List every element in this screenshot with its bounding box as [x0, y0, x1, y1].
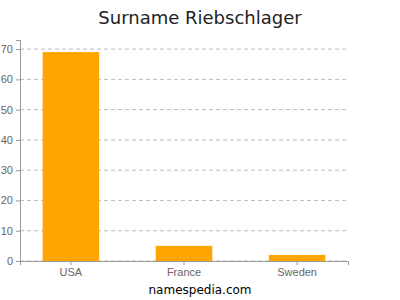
title: Surname Riebschlager: [98, 7, 302, 28]
tick-mark: [16, 79, 20, 80]
tick-mark: [16, 261, 20, 262]
tick: 0: [7, 255, 20, 267]
bar: [269, 255, 326, 261]
tick-mark: [297, 261, 298, 265]
tick-label: 40: [1, 134, 13, 146]
grid-line: [20, 49, 348, 50]
tick-label: 0: [7, 255, 13, 267]
tick-mark: [16, 110, 20, 111]
tick-label: USA: [60, 266, 83, 278]
tick: 20: [1, 194, 20, 206]
tick-label: 70: [1, 43, 13, 55]
x-axis: USA France Sweden: [21, 261, 349, 278]
tick-label: 10: [1, 225, 13, 237]
tick: 50: [1, 104, 20, 116]
chart: 0 10 20 30 40 50 60 70 USA France Sweden Surname Ri…: [0, 0, 400, 300]
tick-mark: [70, 261, 71, 265]
axis-line: [21, 262, 349, 266]
tick: 10: [1, 225, 20, 237]
tick-mark: [16, 170, 20, 171]
tick-label: Sweden: [277, 266, 317, 278]
axis-line: [16, 41, 21, 262]
tick-label: France: [167, 266, 201, 278]
tick-mark: [16, 200, 20, 201]
tick: USA: [60, 261, 83, 278]
tick-label: 50: [1, 104, 13, 116]
tick: 60: [1, 73, 20, 85]
bar: [43, 52, 100, 261]
tick-mark: [16, 49, 20, 50]
grid: [20, 49, 348, 261]
source: namespedia.com: [148, 283, 251, 297]
y-axis: 0 10 20 30 40 50 60 70: [1, 41, 21, 268]
tick-label: 30: [1, 164, 13, 176]
bar: [156, 246, 213, 261]
tick-mark: [16, 140, 20, 141]
plot: 0 10 20 30 40 50 60 70 USA France Sweden: [1, 41, 349, 278]
tick: France: [167, 261, 201, 278]
tick-label: 20: [1, 194, 13, 206]
tick: 30: [1, 164, 20, 176]
tick-mark: [184, 261, 185, 265]
tick-mark: [16, 231, 20, 232]
tick-label: 60: [1, 73, 13, 85]
tick: 40: [1, 134, 20, 146]
tick: 70: [1, 43, 20, 55]
bars: [43, 52, 326, 261]
tick: Sweden: [277, 261, 317, 278]
